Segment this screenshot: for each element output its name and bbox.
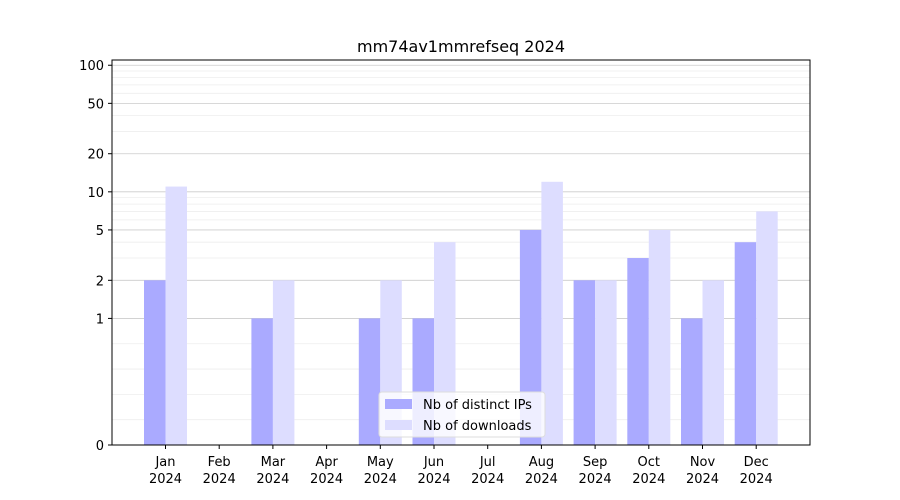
bar [756,211,778,445]
y-tick-label: 100 [79,59,104,74]
x-tick-label: Dec 2024 [740,455,773,487]
grid-lines [112,64,810,446]
axis-ticks: 0 1 2 5 10 20 50 100 Jan 2024 Feb 2024 Mar 2024 Apr 202… [79,59,773,487]
chart-title: mm74av1mmrefseq 2024 [357,37,565,56]
bar [734,242,757,445]
bar [573,280,596,445]
bar [648,229,671,445]
x-tick-label: Jun 2024 [417,455,450,487]
y-tick-label: 50 [87,97,104,112]
bar [702,280,724,445]
x-tick-label-line: 2024 [525,472,558,487]
legend-box [378,391,546,438]
x-tick-label-line: Jun [423,455,444,470]
legend-swatch [385,420,412,430]
x-tick-label-line: Aug [529,455,554,470]
y-tick-label: 5 [96,224,104,239]
x-tick-label-line: Dec [744,455,769,470]
x-tick-label-line: 2024 [579,472,612,487]
bar [272,280,295,445]
y-tick-label: 1 [96,312,104,327]
x-tick-label-line: 2024 [740,472,773,487]
y-tick-label: 0 [96,439,104,454]
x-tick-label-line: Apr [315,455,338,470]
x-tick-label-line: Feb [208,455,231,470]
x-tick-label-line: 2024 [310,472,343,487]
bar [144,280,166,445]
plot-frame [111,59,811,446]
x-tick-label-line: 2024 [471,472,504,487]
bar [627,258,649,445]
x-tick-label-line: 2024 [686,472,719,487]
bar [541,181,563,445]
x-tick-label-line: Sep [583,455,608,470]
x-tick-label: Jan 2024 [149,455,182,487]
x-tick-label: Nov 2024 [686,455,719,487]
x-tick-label-line: Nov [690,455,716,470]
x-tick-label: Apr 2024 [310,455,343,487]
x-tick-label-line: 2024 [417,472,450,487]
bar [251,318,273,445]
x-tick-label: Aug 2024 [525,455,558,487]
y-tick-label: 20 [87,148,104,163]
x-tick-label-line: 2024 [632,472,665,487]
bar [358,318,381,445]
x-tick-label: Sep 2024 [579,455,612,487]
x-tick-label-line: 2024 [364,472,397,487]
x-tick-label-line: 2024 [256,472,289,487]
y-tick-label: 2 [96,274,104,289]
x-tick-label-line: Jan [154,455,175,470]
x-tick-label-line: 2024 [149,472,182,487]
x-tick-label: May 2024 [364,455,397,487]
bar [595,280,617,445]
y-tick-label: 10 [87,186,104,201]
bar [519,229,542,445]
x-tick-label: Jul 2024 [471,455,504,487]
bar [165,186,187,446]
x-tick-label-line: Oct [638,455,660,470]
legend-label: Nb of distinct IPs [423,398,532,413]
x-tick-label: Mar 2024 [256,455,289,487]
legend: Nb of distinct IPs Nb of downloads [378,391,546,438]
legend-label: Nb of downloads [423,419,532,434]
x-tick-label: Feb 2024 [203,455,236,487]
x-tick-label-line: 2024 [203,472,236,487]
legend-swatch [385,399,412,409]
x-tick-label-line: May [367,455,394,470]
bar [681,318,703,445]
x-tick-label-line: Mar [261,455,286,470]
x-tick-label: Oct 2024 [632,455,665,487]
x-tick-label-line: Jul [479,455,496,470]
